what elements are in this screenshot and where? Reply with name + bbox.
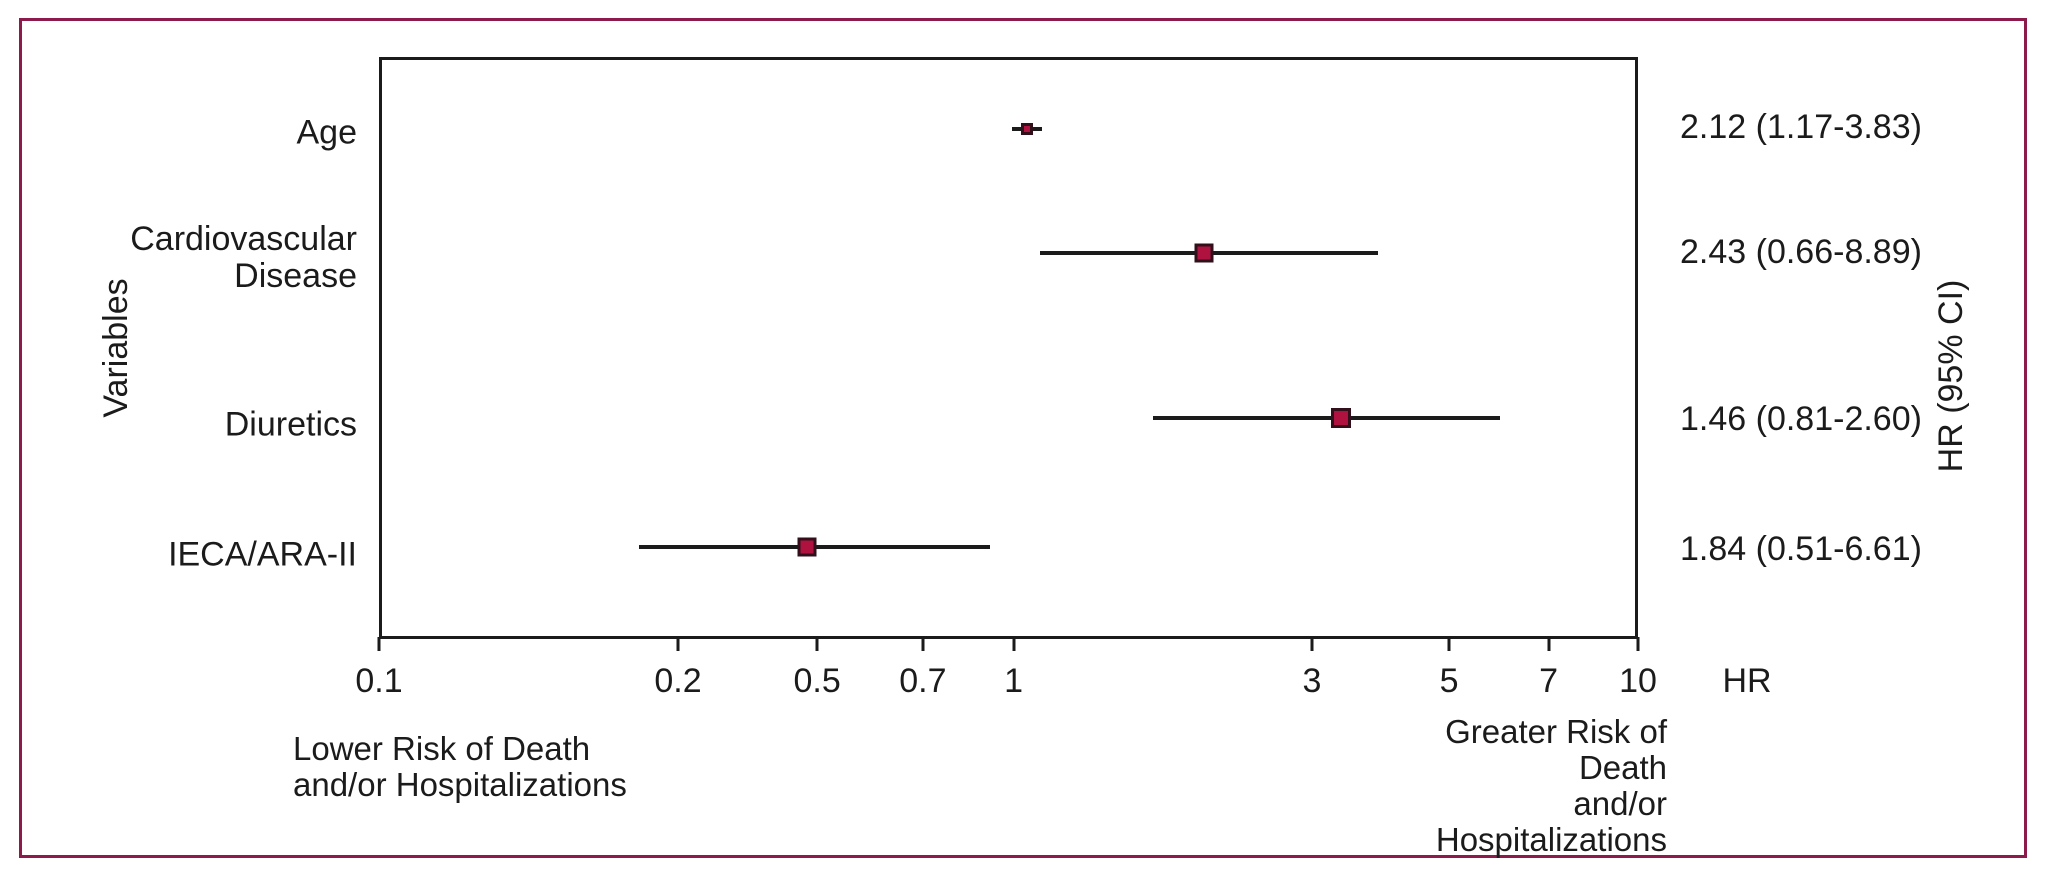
x-tick-1	[1012, 637, 1016, 651]
x-tick-0.1	[377, 637, 381, 651]
hr-marker-Age	[1021, 123, 1034, 136]
variable-label-line: Diuretics	[224, 405, 357, 444]
hr-marker-Diuretics	[1330, 408, 1351, 429]
x-tick-3	[1310, 637, 1314, 651]
variable-label-Age: Age	[0, 113, 358, 152]
x-tick-10	[1636, 637, 1640, 651]
hr-value-Diuretics: 1.46 (0.81-2.60)	[1680, 400, 1922, 438]
variable-label-line: Cardiovascular	[130, 219, 357, 258]
hr-marker-IECA/ARA-II	[797, 537, 817, 557]
variable-label-Diuretics: Diuretics	[0, 405, 357, 444]
x-tick-7	[1547, 637, 1551, 651]
hr-value-Cardiovascular Disease: 2.43 (0.66-8.89)	[1680, 232, 1922, 271]
variable-label-line: IECA/ARA-II	[168, 535, 357, 574]
x-tick-label-3: 3	[1302, 662, 1322, 700]
right-axis-title: HR (95% CI)	[1932, 279, 1970, 473]
annotation-greater-risk: Greater Risk of Death and/or Hospitaliza…	[1350, 714, 1667, 858]
annotation-lower-risk: Lower Risk of Death and/or Hospitalizati…	[293, 731, 627, 803]
x-tick-label-1: 1	[1004, 662, 1023, 700]
plot-area	[379, 57, 1638, 639]
x-tick-label-0.7: 0.7	[899, 662, 947, 700]
hr-value-IECA/ARA-II: 1.84 (0.51-6.61)	[1680, 529, 1922, 568]
variable-label-line: Age	[296, 113, 358, 152]
annotation-lower-risk-line1: Lower Risk of Death	[293, 730, 591, 767]
variable-label-line: Disease	[234, 256, 357, 295]
annotation-lower-risk-line2: and/or Hospitalizations	[293, 766, 627, 803]
y-axis-title: Variables	[97, 278, 135, 418]
hr-value-Age: 2.12 (1.17-3.83)	[1680, 107, 1922, 146]
x-tick-0.2	[676, 637, 680, 651]
x-axis-tick-labels: 0.1 0.2 0.5 0.7 1 3 5 7 10	[0, 664, 2050, 704]
annotation-greater-risk-line1: Greater Risk of Death	[1445, 713, 1667, 786]
variable-label-IECA/ARA-II: IECA/ARA-II	[0, 536, 357, 573]
x-tick-0.7	[921, 637, 925, 651]
x-axis-title: HR	[1722, 662, 1772, 700]
x-tick-label-10: 10	[1619, 662, 1657, 700]
x-tick-0.5	[815, 637, 819, 651]
ci-line-Diuretics	[1152, 416, 1500, 421]
x-tick-label-0.1: 0.1	[355, 662, 403, 700]
x-tick-5	[1447, 637, 1451, 651]
hr-marker-Cardiovascular Disease	[1194, 243, 1214, 263]
x-tick-label-0.2: 0.2	[654, 662, 702, 700]
x-tick-label-0.5: 0.5	[793, 662, 841, 700]
x-tick-label-7: 7	[1539, 662, 1559, 700]
x-tick-label-5: 5	[1439, 662, 1459, 700]
annotation-greater-risk-line2: and/or Hospitalizations	[1435, 785, 1667, 858]
variable-label-Cardiovascular Disease: Cardiovascular Disease	[0, 219, 357, 295]
